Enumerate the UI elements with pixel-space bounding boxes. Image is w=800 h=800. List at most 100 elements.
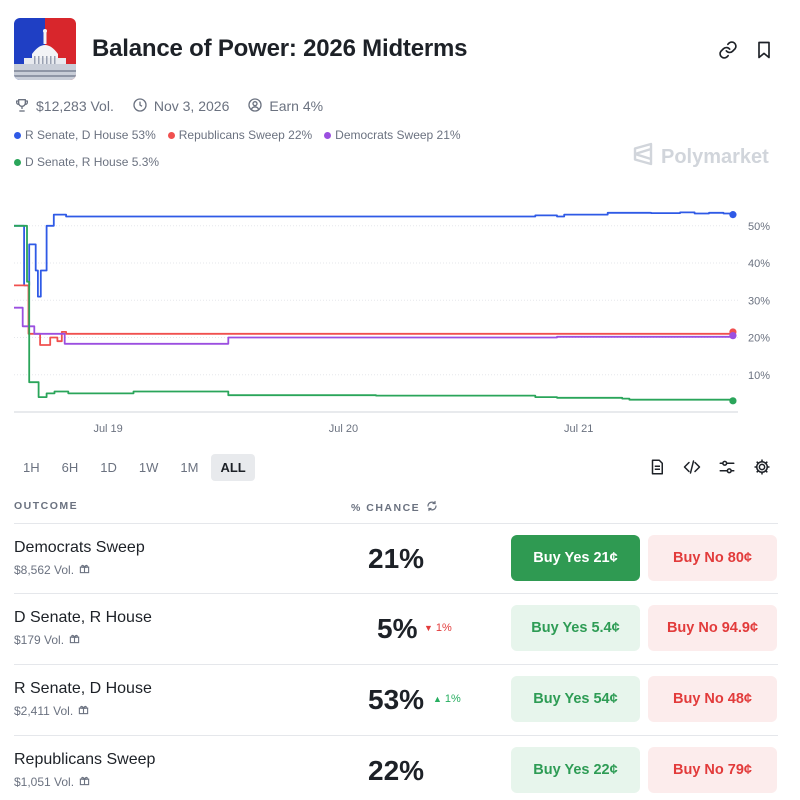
total-volume: $12,283 Vol.	[36, 98, 114, 114]
x-tick-label: Jul 20	[329, 423, 358, 435]
legend-label: D Senate, R House 5.3%	[25, 155, 160, 169]
outcome-row[interactable]: Democrats Sweep $8,562 Vol. 21% Buy Yes 21¢…	[14, 535, 778, 605]
legend-item: R Senate, D House 53%	[14, 128, 156, 142]
sliders-icon[interactable]	[718, 458, 738, 478]
earn-meta[interactable]: Earn 4%	[247, 97, 323, 116]
legend-item: D Senate, R House 5.3%	[14, 155, 159, 169]
x-tick-label: Jul 19	[93, 423, 122, 435]
row-divider	[14, 735, 778, 736]
outcome-volume-text: $1,051 Vol.	[14, 775, 75, 789]
chance-change: ▼ 1%	[424, 622, 452, 634]
chance-column-label: % CHANCE	[351, 501, 421, 514]
clock-icon	[132, 97, 154, 116]
gift-icon[interactable]	[64, 633, 80, 647]
range-1w-button[interactable]: 1W	[138, 460, 159, 475]
series-line-3	[14, 224, 734, 401]
code-embed-icon[interactable]	[683, 458, 703, 478]
legend-label: Democrats Sweep 21%	[335, 128, 461, 142]
outcome-row[interactable]: R Senate, D House $2,411 Vol. 53% ▲ 1% Buy Ye…	[14, 676, 778, 746]
end-date-meta: Nov 3, 2026	[132, 97, 229, 116]
legend-item: Democrats Sweep 21%	[324, 128, 461, 142]
outcome-row[interactable]: Republicans Sweep $1,051 Vol. 22% Buy Yes 2…	[14, 747, 778, 800]
chance-column-header: % CHANCE	[351, 500, 438, 515]
buy-no-button[interactable]: Buy No 94.9¢	[648, 605, 777, 651]
buy-yes-button[interactable]: Buy Yes 5.4¢	[511, 605, 640, 651]
buy-no-button[interactable]: Buy No 48¢	[648, 676, 777, 722]
buy-yes-button[interactable]: Buy Yes 22¢	[511, 747, 640, 793]
market-meta: $12,283 Vol. Nov 3, 2026 Earn 4%	[14, 96, 341, 116]
gift-icon[interactable]	[74, 775, 90, 789]
trophy-icon	[14, 97, 36, 116]
buy-no-button[interactable]: Buy No 79¢	[648, 747, 777, 793]
watermark-label: Polymarket	[661, 145, 769, 168]
row-divider	[14, 593, 778, 594]
range-6h-button[interactable]: 6H	[61, 460, 79, 475]
market-header: Balance of Power: 2026 Midterms	[14, 18, 786, 82]
x-tick-label: Jul 21	[564, 423, 593, 435]
link-icon[interactable]	[718, 40, 738, 60]
arrow-up-icon: ▲	[433, 694, 442, 704]
row-divider	[14, 664, 778, 665]
outcome-row[interactable]: D Senate, R House $179 Vol. 5% ▼ 1% Buy Yes 5…	[14, 605, 778, 675]
series-line-2	[14, 306, 734, 345]
outcome-volume-text: $2,411 Vol.	[14, 704, 74, 718]
page-title: Balance of Power: 2026 Midterms	[92, 35, 468, 62]
outcome-chance: 53%	[368, 684, 425, 715]
chance-change-value: 1%	[444, 693, 461, 705]
buy-yes-button[interactable]: Buy Yes 54¢	[511, 676, 640, 722]
buy-no-button[interactable]: Buy No 80¢	[648, 535, 777, 581]
outcome-volume: $1,051 Vol.	[14, 775, 90, 789]
outcome-volume: $2,411 Vol.	[14, 704, 89, 718]
outcome-name: R Senate, D House	[14, 680, 152, 697]
series-line-0	[14, 211, 734, 298]
outcome-volume-text: $8,562 Vol.	[14, 563, 75, 577]
range-all-button[interactable]: ALL	[211, 454, 255, 481]
chance-change: ▲ 1%	[433, 693, 461, 705]
legend-dot	[167, 131, 175, 139]
legend-dot	[324, 131, 332, 139]
outcome-chance: 22%	[368, 755, 425, 786]
series-endpoint-2	[729, 332, 737, 340]
price-history-chart[interactable]: 50% 40% 30% 20% 10% Jul 19 Jul 20 Jul 21	[0, 180, 800, 440]
volume-meta: $12,283 Vol.	[14, 97, 114, 116]
arrow-down-icon: ▼	[424, 623, 433, 633]
y-tick-label: 30%	[748, 295, 770, 307]
outcome-name: D Senate, R House	[14, 609, 152, 626]
series-endpoint-0	[729, 211, 737, 219]
series-endpoint-3	[729, 397, 737, 405]
gift-icon[interactable]	[74, 563, 90, 577]
gift-icon[interactable]	[73, 704, 89, 718]
earn-icon	[247, 97, 269, 116]
polymarket-watermark: Polymarket	[632, 142, 769, 172]
earn-label: Earn 4%	[269, 98, 324, 114]
document-icon[interactable]	[648, 458, 668, 478]
y-tick-label: 40%	[748, 258, 770, 270]
buy-yes-button[interactable]: Buy Yes 21¢	[511, 535, 640, 581]
chart-legend-row-2: D Senate, R House 5.3%	[14, 155, 171, 169]
polymarket-logo-icon	[632, 142, 661, 172]
chance-change-value: 1%	[435, 622, 452, 634]
range-1d-button[interactable]: 1D	[100, 460, 117, 475]
legend-dot	[14, 131, 21, 139]
outcome-volume: $179 Vol.	[14, 633, 80, 647]
outcome-column-header: OUTCOME	[14, 500, 79, 512]
outcome-chance: 5%	[377, 613, 418, 644]
settings-gear-icon[interactable]	[753, 458, 773, 478]
time-range-selector: 1H 6H 1D 1W 1M ALL	[14, 454, 259, 481]
range-1m-button[interactable]: 1M	[180, 460, 199, 475]
refresh-icon[interactable]	[426, 500, 438, 515]
legend-item: Republicans Sweep 22%	[167, 128, 312, 142]
range-1h-button[interactable]: 1H	[23, 460, 40, 475]
legend-dot	[14, 158, 21, 166]
capitol-flag-thumbnail	[14, 18, 76, 80]
outcome-name: Republicans Sweep	[14, 751, 156, 768]
outcome-chance: 21%	[368, 543, 425, 574]
y-tick-label: 20%	[748, 333, 770, 345]
row-divider	[14, 523, 778, 524]
outcome-volume: $8,562 Vol.	[14, 563, 90, 577]
bookmark-icon[interactable]	[754, 40, 774, 60]
chart-legend: R Senate, D House 53% Republicans Sweep …	[14, 128, 473, 142]
y-tick-label: 50%	[748, 221, 770, 233]
y-tick-label: 10%	[748, 370, 770, 382]
outcome-name: Democrats Sweep	[14, 539, 145, 556]
